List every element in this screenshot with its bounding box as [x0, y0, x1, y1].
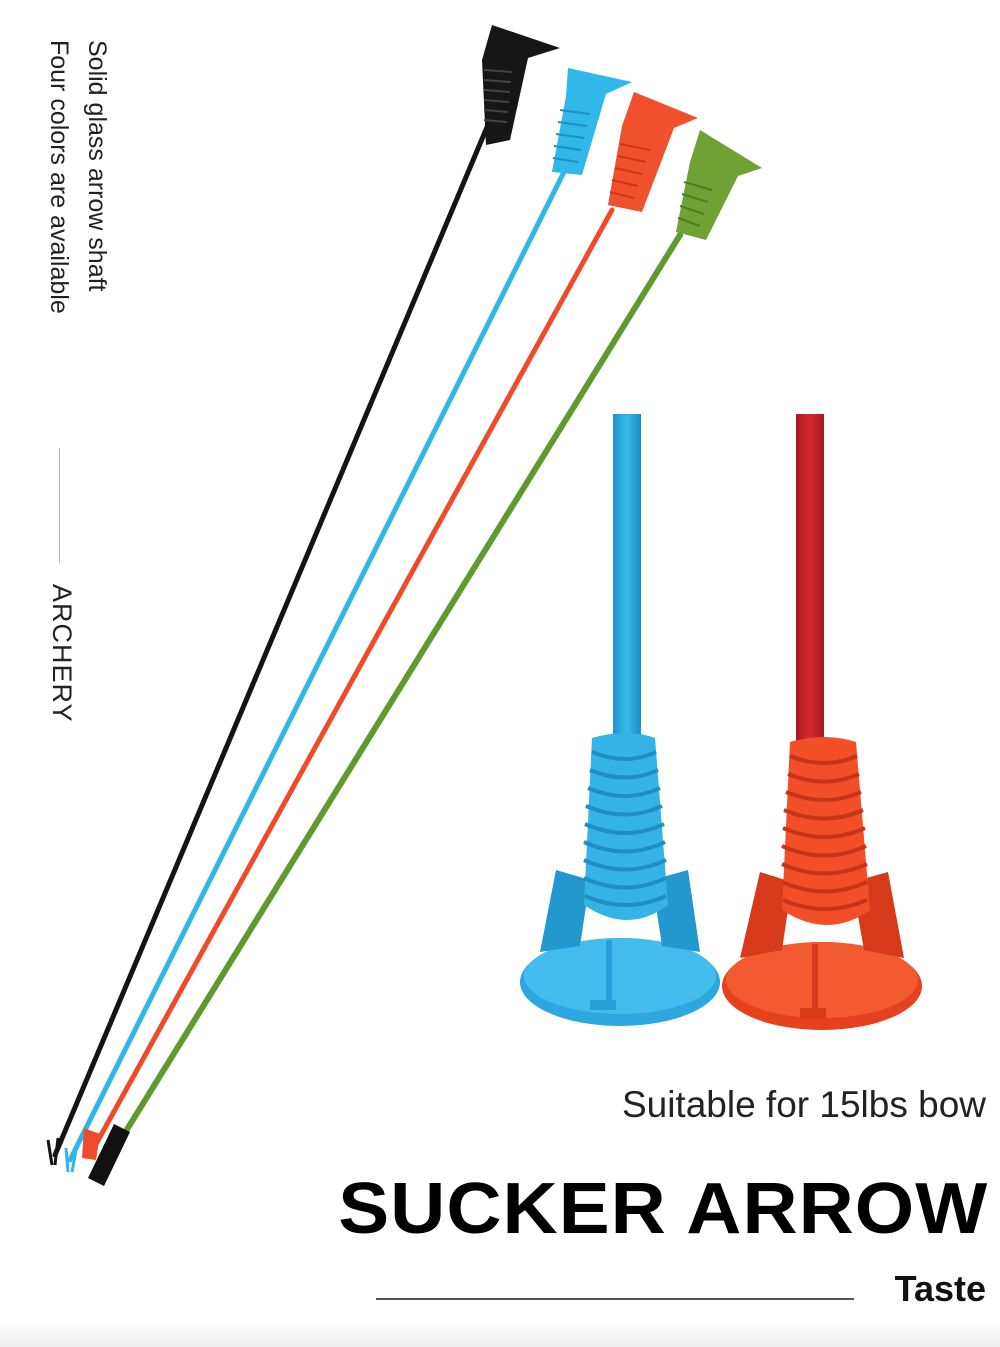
- closeup-blue-arrow: [520, 414, 720, 1026]
- subtitle: Suitable for 15lbs bow: [621, 1084, 986, 1125]
- arrow-green: [88, 130, 762, 1186]
- arrow-red: [82, 92, 698, 1160]
- bottom-divider: [376, 1298, 854, 1300]
- closeup-red-arrow: [722, 414, 922, 1030]
- side-divider: [59, 448, 60, 563]
- side-text-line2: Four colors are available: [45, 40, 73, 314]
- side-brand: ARCHERY: [47, 584, 77, 723]
- arrow-blue: [64, 68, 632, 1173]
- tagline: Taste: [894, 1268, 986, 1309]
- bottom-fade: [0, 1323, 1000, 1347]
- page-title: SUCKER ARROW: [337, 1169, 988, 1249]
- arrow-black: [46, 25, 560, 1166]
- side-text-line1: Solid glass arrow shaft: [83, 40, 111, 292]
